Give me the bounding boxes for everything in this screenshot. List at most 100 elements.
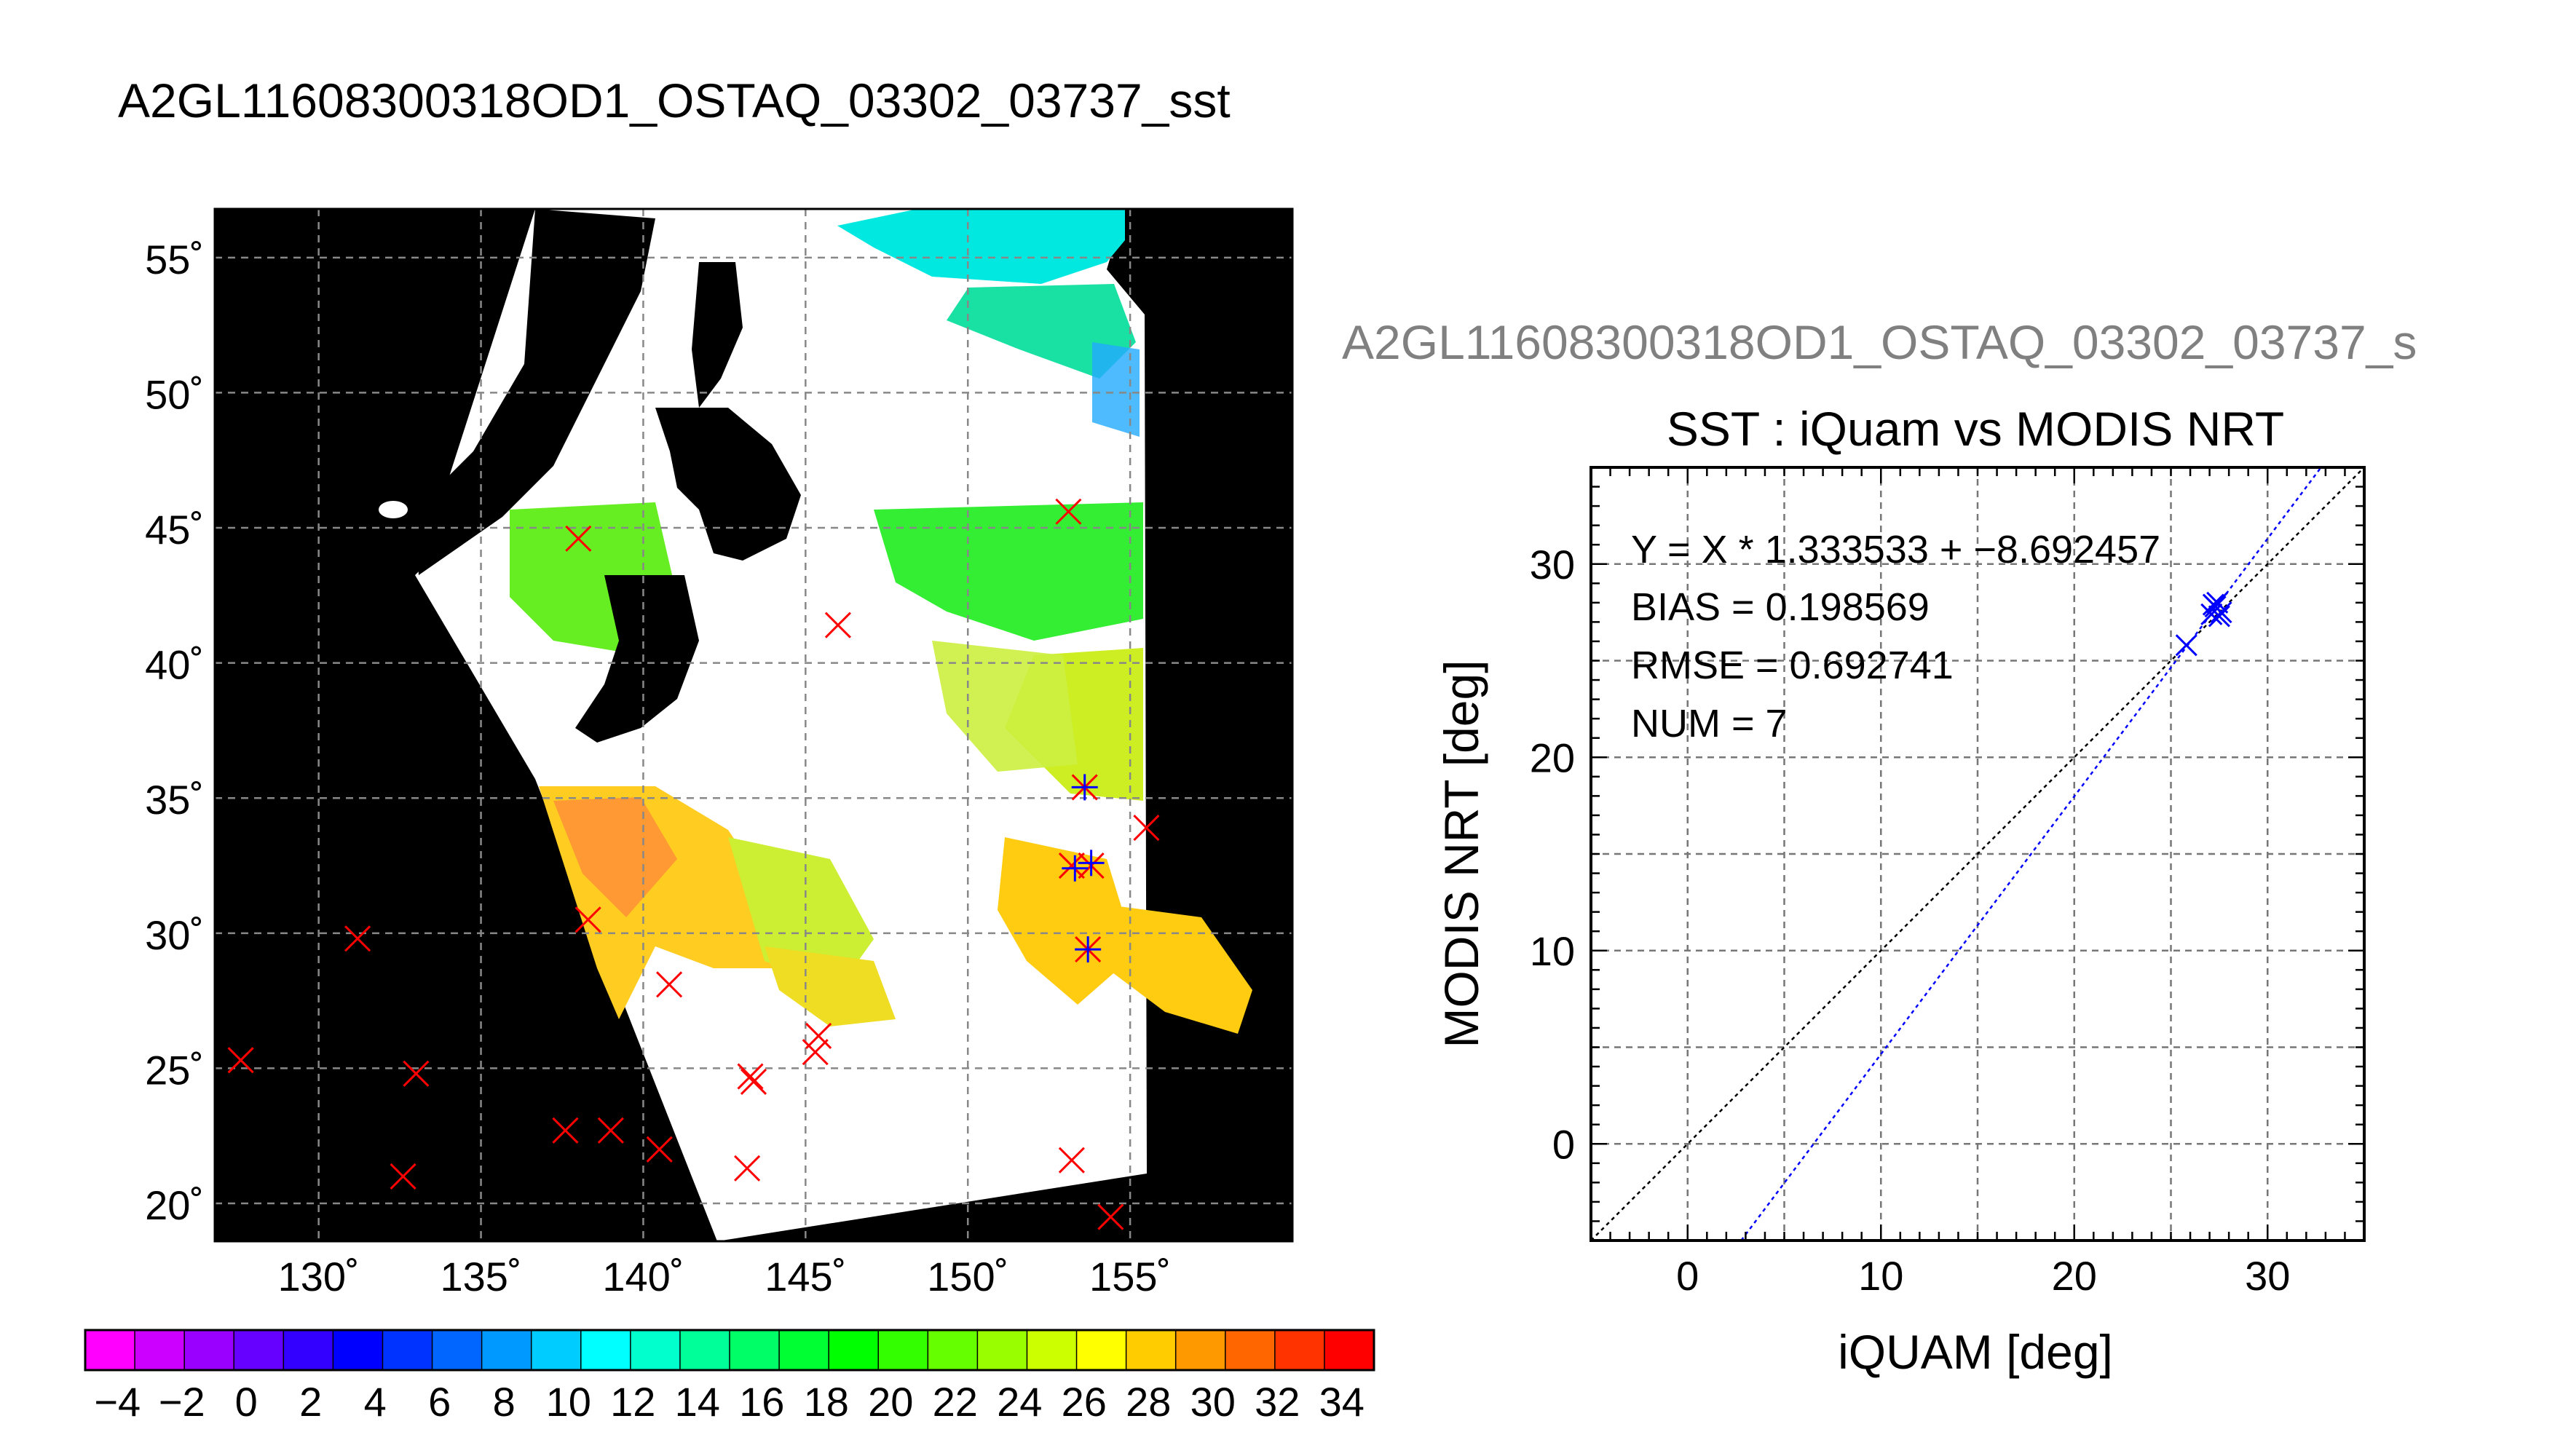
scatter-point (2200, 603, 2223, 625)
x-tick-label: 30 (2245, 1253, 2290, 1299)
x-tick-label: 10 (1858, 1253, 1903, 1299)
lat-tick-label: 25˚ (145, 1047, 204, 1093)
colorbar-swatch (829, 1330, 880, 1370)
red-match-marker (1097, 1203, 1124, 1230)
colorbar-swatch (1126, 1330, 1177, 1370)
blue-match-marker (1078, 850, 1105, 877)
red-match-marker (552, 1117, 579, 1144)
colorbar-swatch (234, 1330, 285, 1370)
sst-field (510, 209, 1252, 1034)
colorbar-tick-label: 8 (493, 1379, 516, 1425)
red-match-marker (574, 906, 601, 933)
red-match-marker (597, 1117, 624, 1144)
red-match-marker (740, 1068, 767, 1096)
y-tick-label: 0 (1552, 1121, 1575, 1167)
colorbar-tick-label: 24 (997, 1379, 1042, 1425)
colorbar-swatch (1027, 1330, 1078, 1370)
num-value: NUM = 7 (1631, 702, 1788, 745)
colorbar-swatch (283, 1330, 334, 1370)
lat-tick-label: 55˚ (145, 237, 204, 282)
map-frame (213, 207, 1294, 1243)
colorbar-tick-label: 0 (235, 1379, 258, 1425)
rmse-value: RMSE = 0.692741 (1631, 644, 1954, 687)
colorbar-swatch (184, 1330, 235, 1370)
red-match-marker (1055, 498, 1082, 525)
colorbar-swatch (85, 1330, 136, 1370)
lon-tick-label: 150˚ (927, 1254, 1008, 1299)
y-tick-label: 20 (1530, 735, 1575, 780)
hokkaido-region (655, 408, 801, 561)
map-plot (213, 207, 1294, 1243)
colorbar-tick-label: 4 (364, 1379, 387, 1425)
red-match-marker (734, 1155, 761, 1182)
colorbar-swatch (928, 1330, 979, 1370)
red-match-marker (737, 1063, 764, 1090)
red-match-marker (390, 1163, 416, 1190)
colorbar-labels: −4 −2 0 2 4 6 8 10 12 14 16 18 20 22 24 26 28 30 32 34 (94, 1379, 1365, 1425)
red-match-marker (565, 525, 592, 552)
scatter-gridlines (1591, 467, 2364, 1241)
scatter-point (2208, 605, 2230, 628)
honshu-region (575, 575, 699, 743)
red-match-marker (802, 1039, 829, 1066)
lat-tick-label: 50˚ (145, 371, 204, 417)
colorbar-tick-label: 28 (1126, 1379, 1171, 1425)
colorbar-swatch (630, 1330, 681, 1370)
scatter-points (2175, 591, 2232, 657)
colorbar-swatch (1324, 1330, 1375, 1370)
scatter-y-axis-label: MODIS NRT [deg] (1434, 660, 1488, 1048)
y-tick-label: 10 (1530, 928, 1575, 974)
satellite-swath (415, 209, 1147, 1241)
scatter-reference-lines (1590, 467, 2365, 1241)
red-match-marker (1058, 852, 1085, 879)
x-tick-label: 0 (1676, 1253, 1699, 1299)
lon-tick-label: 135˚ (440, 1254, 521, 1299)
colorbar-swatch (977, 1330, 1028, 1370)
colorbar-tick-label: 18 (804, 1379, 849, 1425)
lat-tick-label: 20˚ (145, 1182, 204, 1228)
y-tick-label: 30 (1530, 542, 1575, 587)
lat-tick-label: 30˚ (145, 912, 204, 958)
red-match-marker (403, 1060, 430, 1087)
lat-tick-label: 40˚ (145, 642, 204, 688)
scatter-x-tick-labels: 0 10 20 30 (1676, 1253, 2290, 1299)
map-gridlines (215, 209, 1292, 1241)
lon-tick-label: 140˚ (602, 1254, 684, 1299)
blue-match-marker (1075, 936, 1102, 963)
map-markers (227, 498, 1160, 1230)
scatter-figure-caption: A2GL11608300318OD1_OSTAQ_03302_03737_s (1342, 315, 2417, 369)
scatter-x-axis-label: iQUAM [deg] (1838, 1325, 2113, 1379)
scatter-plot (1590, 466, 2366, 1242)
red-match-marker (824, 612, 851, 638)
colorbar-swatch (1175, 1330, 1226, 1370)
colorbar-swatch (1076, 1330, 1127, 1370)
colorbar-swatch (481, 1330, 532, 1370)
scatter-point (2175, 634, 2197, 657)
red-match-marker (344, 925, 371, 952)
colorbar-tick-label: 22 (933, 1379, 978, 1425)
lat-tick-label: 35˚ (145, 777, 204, 823)
x-tick-label: 20 (2052, 1253, 2097, 1299)
red-match-marker (1133, 814, 1160, 842)
colorbar-tick-label: 30 (1190, 1379, 1236, 1425)
colorbar-frame (84, 1329, 1375, 1372)
colorbar-swatch (779, 1330, 830, 1370)
lon-tick-label: 145˚ (765, 1254, 846, 1299)
colorbar-swatch (878, 1330, 929, 1370)
colorbar-swatch (382, 1330, 433, 1370)
map-title: A2GL11608300318OD1_OSTAQ_03302_03737_sst (118, 74, 1231, 127)
red-match-marker (656, 971, 683, 998)
small-island (379, 501, 408, 518)
colorbar-tick-label: −4 (94, 1379, 141, 1425)
bias-value: BIAS = 0.198569 (1631, 585, 1930, 629)
colorbar-swatch (135, 1330, 186, 1370)
red-match-marker (805, 1022, 832, 1049)
blue-match-marker (1071, 774, 1098, 801)
colorbar-swatch (1225, 1330, 1276, 1370)
colorbar-swatch (580, 1330, 631, 1370)
colorbar-tick-label: 10 (546, 1379, 591, 1425)
blue-match-marker (1062, 855, 1089, 882)
red-match-marker (1058, 1147, 1085, 1174)
lon-tick-label: 155˚ (1089, 1254, 1171, 1299)
